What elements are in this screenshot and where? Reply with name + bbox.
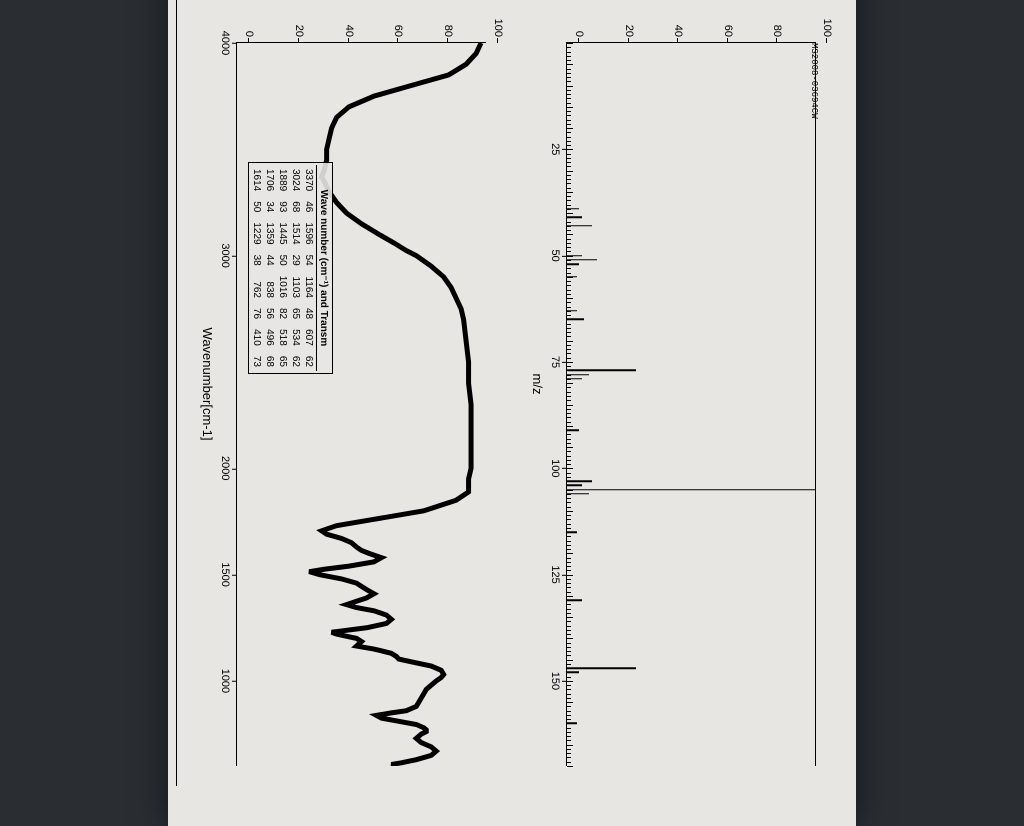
table-row: 1706341359448385649668 xyxy=(264,165,275,371)
ms-xtick: 100 xyxy=(549,459,561,477)
ms-peak xyxy=(567,429,579,431)
ms-xtick: 150 xyxy=(549,672,561,690)
table-row: 18899314455010168251865 xyxy=(277,165,288,371)
ir-xtick: 4000 xyxy=(219,31,231,55)
spectrum-code: MS2008-03694CW xyxy=(809,43,819,119)
ir-ytick: 80 xyxy=(442,9,454,37)
mass-spectrum-panel: MS2008-03694CW 0204060801002550751001251… xyxy=(526,0,826,786)
ms-peak xyxy=(567,667,636,669)
table-row: 1614501229387627641073 xyxy=(251,165,262,371)
ms-peak xyxy=(567,374,589,376)
ms-peak xyxy=(567,225,592,227)
ms-ytick: 40 xyxy=(672,9,684,37)
ir-xtick: 3000 xyxy=(219,243,231,267)
ir-peak-table: Wave number (cm⁻¹) and Transm 3370461596… xyxy=(248,162,333,374)
ms-peak xyxy=(567,489,815,491)
ms-peak xyxy=(567,493,589,495)
ir-xtick: 1000 xyxy=(219,669,231,693)
ir-spectrum-panel: 02040608010040003000200015001000 %T Wave… xyxy=(196,0,496,786)
ir-ytick: 100 xyxy=(492,9,504,37)
ir-y-axis-label: %T xyxy=(336,0,356,2)
ir-x-axis-label: Wavenumber[cm-1] xyxy=(200,328,215,441)
ms-peak xyxy=(567,319,584,321)
ms-peak xyxy=(567,263,579,265)
ms-peak xyxy=(567,723,577,725)
mass-spectrum-plot: MS2008-03694CW 0204060801002550751001251… xyxy=(566,42,816,766)
ms-peak xyxy=(567,480,592,482)
ms-peak xyxy=(567,378,582,380)
ir-table-header: Wave number (cm⁻¹) and Transm xyxy=(316,165,330,371)
ms-peak xyxy=(567,217,582,219)
ms-x-axis-label: m/z xyxy=(530,374,545,395)
ms-ytick: 60 xyxy=(722,9,734,37)
ir-spectrum-plot: 02040608010040003000200015001000 xyxy=(236,42,486,766)
ms-ytick: 100 xyxy=(821,9,833,37)
ms-ytick: 0 xyxy=(573,9,585,37)
ir-ytick: 60 xyxy=(392,9,404,37)
ms-peak xyxy=(567,531,577,533)
ms-ytick: 20 xyxy=(623,9,635,37)
ms-peak xyxy=(567,599,582,601)
table-row: 30246815142911036553462 xyxy=(290,165,301,371)
ms-peak xyxy=(567,208,579,210)
ms-xtick: 50 xyxy=(549,250,561,262)
footer-rule xyxy=(176,0,177,786)
ir-xtick: 1500 xyxy=(219,562,231,586)
ir-ytick: 20 xyxy=(293,9,305,37)
ms-peak xyxy=(567,310,577,312)
ms-ytick: 80 xyxy=(771,9,783,37)
ir-curve xyxy=(237,43,486,766)
ms-peak xyxy=(567,370,636,372)
ms-peak xyxy=(567,672,579,674)
ms-peak xyxy=(567,485,582,487)
ir-xtick: 2000 xyxy=(219,456,231,480)
paper-sheet: MS2008-03694CW 0 20 40 60 80 100 25 50 75 100 125 1… xyxy=(168,0,856,826)
ms-peak xyxy=(567,276,577,278)
ms-xtick: 75 xyxy=(549,356,561,368)
ir-ytick: 40 xyxy=(343,9,355,37)
ms-xtick: 125 xyxy=(549,565,561,583)
ms-xtick: 25 xyxy=(549,143,561,155)
table-row: 33704615965411644860762 xyxy=(303,165,314,371)
ms-peak xyxy=(567,259,597,261)
ms-peak xyxy=(567,255,582,257)
ir-ytick: 0 xyxy=(243,9,255,37)
